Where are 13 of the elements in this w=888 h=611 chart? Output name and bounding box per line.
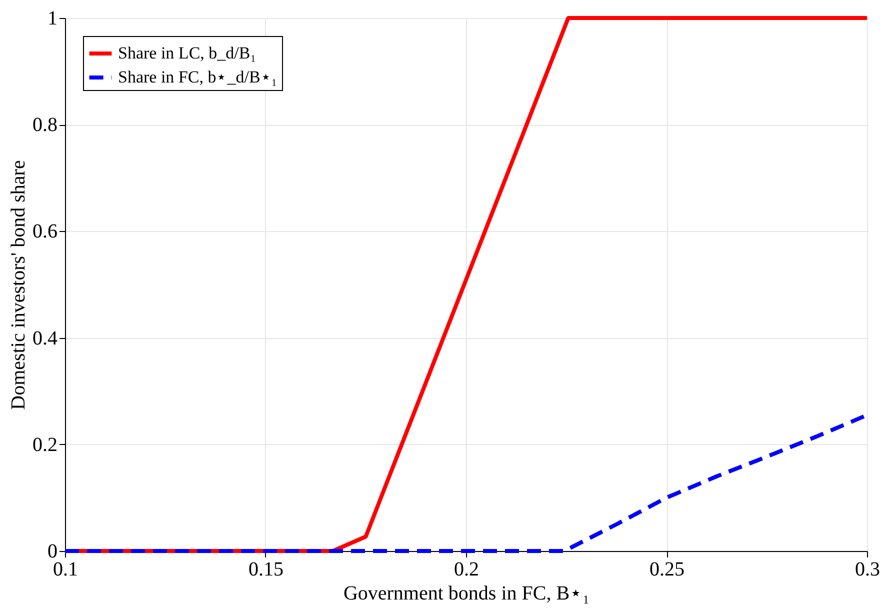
y-tick-label: 0.6 bbox=[32, 220, 58, 243]
x-tick-label: 0.2 bbox=[454, 558, 479, 580]
legend-label: Share in FC, b⋆_d/B⋆₁ bbox=[118, 68, 278, 86]
x-axis-title: Government bonds in FC, B⋆₁ bbox=[343, 582, 590, 604]
legend-label: Share in LC, b_d/B₁ bbox=[118, 44, 256, 62]
y-tick-label: 1 bbox=[48, 8, 58, 30]
x-tick-label: 0.3 bbox=[855, 558, 880, 580]
x-tick-label: 0.25 bbox=[650, 558, 684, 580]
x-tick-label: 0.15 bbox=[248, 558, 284, 580]
y-tick-label: 0.2 bbox=[32, 434, 58, 456]
y-tick-label: 0.8 bbox=[32, 114, 58, 136]
y-tick-label: 0.4 bbox=[32, 327, 58, 350]
y-axis-title: Domestic investors' bond share bbox=[8, 160, 30, 410]
